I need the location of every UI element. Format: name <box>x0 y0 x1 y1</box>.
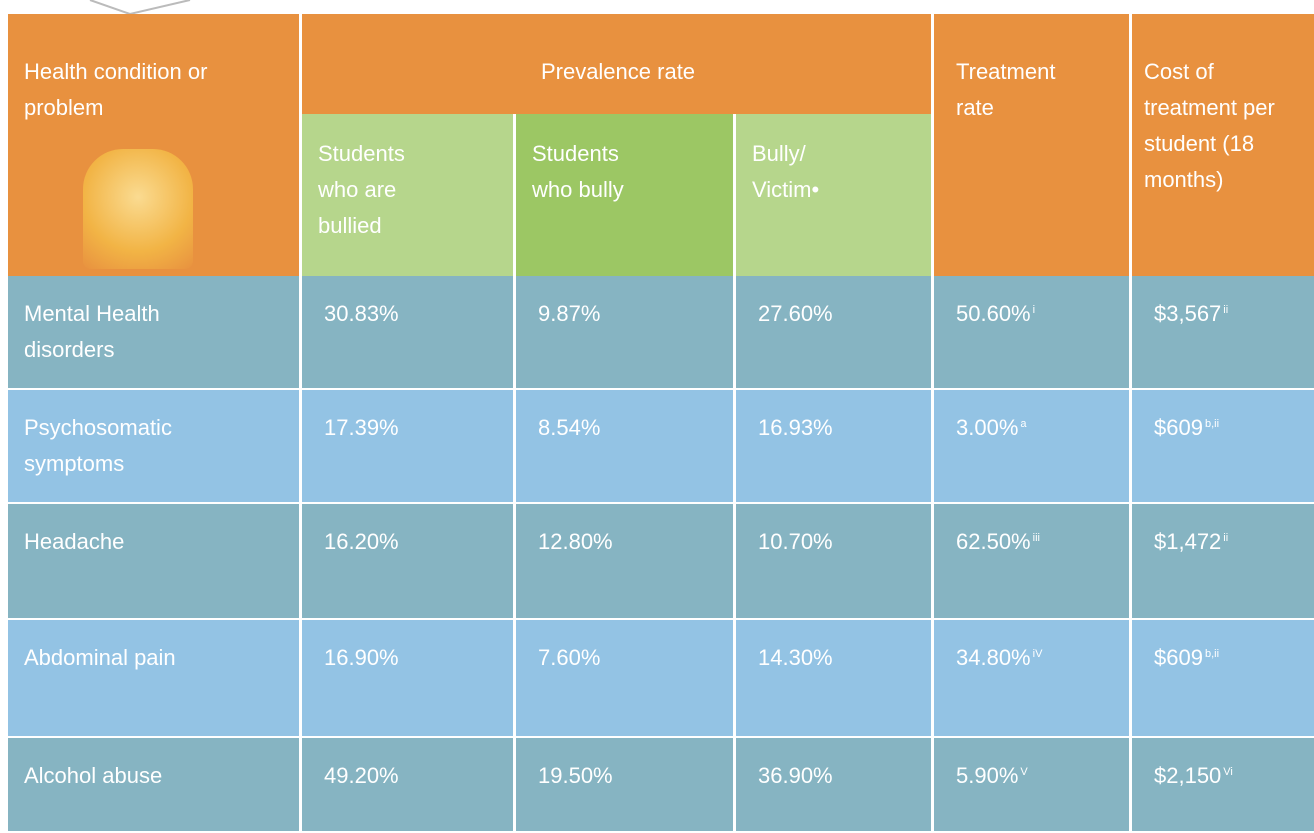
header-cell: Treatment rate <box>934 14 1132 276</box>
body-cell: 17.39% <box>302 390 516 504</box>
header-text: Prevalence rate <box>540 59 696 84</box>
cell-text: 8.54% <box>538 415 601 440</box>
cell-text: 3.00% a <box>956 415 1027 440</box>
body-cell: Alcohol abuse <box>8 738 302 833</box>
footnote-mark: b,ii <box>1204 648 1220 660</box>
cell-text: Psychosomatic symptoms <box>24 415 172 476</box>
cell-text: $2,150 Vi <box>1154 763 1233 788</box>
cell-text: 16.90% <box>324 645 399 670</box>
cell-text: 7.60% <box>538 645 601 670</box>
body-cell: 49.20% <box>302 738 516 833</box>
cell-text: 62.50% iii <box>956 529 1040 554</box>
cell-text: $609 b,ii <box>1154 415 1220 440</box>
cell-text: Headache <box>24 529 125 554</box>
header-text: Health condition or problem <box>24 59 208 120</box>
body-cell: Abdominal pain <box>8 620 302 738</box>
cell-text: 12.80% <box>538 529 613 554</box>
body-cell: 16.20% <box>302 504 516 620</box>
body-cell: Psychosomatic symptoms <box>8 390 302 504</box>
cell-text: 30.83% <box>324 301 399 326</box>
body-cell: $609 b,ii <box>1132 390 1314 504</box>
body-cell: 9.87% <box>516 276 736 390</box>
header-cell: Prevalence rate <box>302 14 934 114</box>
header-text: Treatment rate <box>956 59 1056 120</box>
subheader-cell: Students who bully <box>516 114 736 276</box>
footnote-mark: ii <box>1223 304 1229 316</box>
cell-text: 9.87% <box>538 301 601 326</box>
cell-text: 19.50% <box>538 763 613 788</box>
body-cell: $1,472 ii <box>1132 504 1314 620</box>
body-cell: 12.80% <box>516 504 736 620</box>
footnote-mark: i <box>1032 304 1036 316</box>
cell-text: 16.93% <box>758 415 833 440</box>
body-cell: Headache <box>8 504 302 620</box>
cell-text: 10.70% <box>758 529 833 554</box>
body-cell: $2,150 Vi <box>1132 738 1314 833</box>
body-cell: 10.70% <box>736 504 934 620</box>
footnote-mark: V <box>1020 766 1028 778</box>
people-image <box>83 149 193 269</box>
subheader-text: Students who bully <box>532 141 624 202</box>
body-cell: 62.50% iii <box>934 504 1132 620</box>
cell-text: $3,567 ii <box>1154 301 1229 326</box>
cell-text: 50.60% i <box>956 301 1036 326</box>
footnote-mark: b,ii <box>1204 418 1220 430</box>
body-cell: 3.00% a <box>934 390 1132 504</box>
cell-text: 16.20% <box>324 529 399 554</box>
cell-text: 36.90% <box>758 763 833 788</box>
subheader-text: Students who are bullied <box>318 141 405 238</box>
cell-text: 14.30% <box>758 645 833 670</box>
cell-text: $609 b,ii <box>1154 645 1220 670</box>
cell-text: $1,472 ii <box>1154 529 1229 554</box>
body-cell: $609 b,ii <box>1132 620 1314 738</box>
cell-text: 5.90% V <box>956 763 1028 788</box>
cell-text: 17.39% <box>324 415 399 440</box>
subheader-text: Bully/ Victim• <box>752 141 820 202</box>
body-cell: 16.93% <box>736 390 934 504</box>
body-cell: 34.80% iV <box>934 620 1132 738</box>
cell-text: 49.20% <box>324 763 399 788</box>
cell-text: Mental Health disorders <box>24 301 160 362</box>
cell-text: 34.80% iV <box>956 645 1043 670</box>
body-cell: 36.90% <box>736 738 934 833</box>
body-cell: 7.60% <box>516 620 736 738</box>
body-cell: 19.50% <box>516 738 736 833</box>
header-cell: Health condition or problem <box>8 14 302 276</box>
body-cell: 50.60% i <box>934 276 1132 390</box>
body-cell: 27.60% <box>736 276 934 390</box>
footnote-mark: ii <box>1223 532 1229 544</box>
cell-text: 27.60% <box>758 301 833 326</box>
footnote-mark: Vi <box>1223 766 1233 778</box>
body-cell: 16.90% <box>302 620 516 738</box>
body-cell: 5.90% V <box>934 738 1132 833</box>
cell-text: Abdominal pain <box>24 645 176 670</box>
body-cell: 30.83% <box>302 276 516 390</box>
footnote-mark: a <box>1020 418 1027 430</box>
footnote-mark: iii <box>1032 532 1040 544</box>
body-cell: $3,567 ii <box>1132 276 1314 390</box>
cell-text: Alcohol abuse <box>24 763 163 788</box>
body-cell: 8.54% <box>516 390 736 504</box>
footnote-mark: iV <box>1032 648 1043 660</box>
header-cell: Cost of treatment per student (18 months… <box>1132 14 1314 276</box>
subheader-cell: Students who are bullied <box>302 114 516 276</box>
header-text: Cost of treatment per student (18 months… <box>1144 59 1275 192</box>
body-cell: Mental Health disorders <box>8 276 302 390</box>
subheader-cell: Bully/ Victim• <box>736 114 934 276</box>
body-cell: 14.30% <box>736 620 934 738</box>
